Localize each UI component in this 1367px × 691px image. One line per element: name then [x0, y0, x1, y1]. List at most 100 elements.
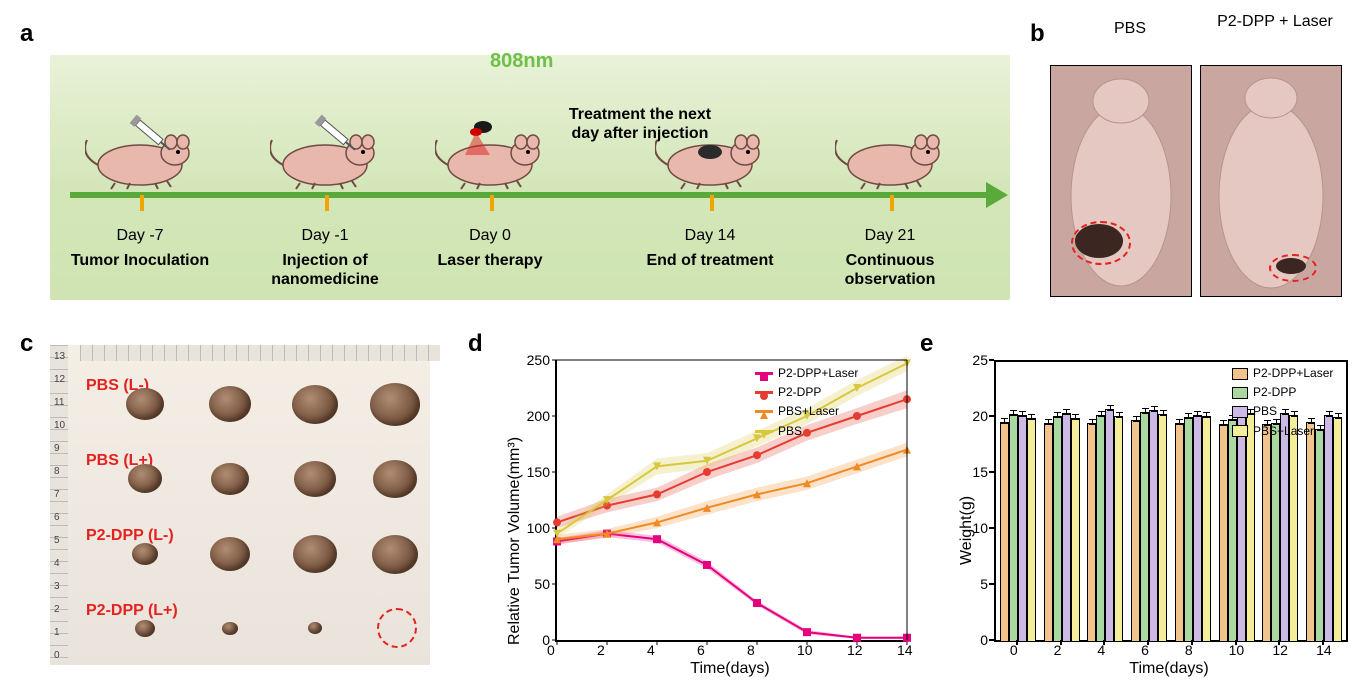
- x-tick: 10: [797, 642, 813, 658]
- timeline-day: Day -7: [70, 227, 210, 245]
- y-tick-mark: [989, 471, 994, 473]
- y-tick: 50: [522, 576, 550, 592]
- panel-c-photo: PBS (L-)PBS (L+)P2-DPP (L-)P2-DPP (L+) 1…: [50, 345, 430, 665]
- y-tick: 0: [966, 632, 988, 648]
- x-tick: 10: [1229, 642, 1245, 658]
- excised-tumor: [126, 388, 164, 420]
- x-tick: 6: [1141, 642, 1149, 658]
- legend-label: PBS+Laser: [778, 402, 839, 421]
- y-tick-mark: [989, 527, 994, 529]
- tumor-row-label: P2-DPP (L-): [86, 527, 174, 545]
- ruler-number: 9: [54, 443, 60, 454]
- ruler-number: 6: [54, 512, 60, 523]
- panel-label-a: a: [20, 20, 33, 48]
- y-tick: 200: [522, 408, 550, 424]
- x-tick: 4: [1097, 642, 1105, 658]
- ruler-number: 10: [54, 420, 65, 431]
- y-tick-mark: [989, 639, 994, 641]
- panel-b-header-0: PBS: [1060, 20, 1200, 38]
- ruler-number: 5: [54, 535, 60, 546]
- ruler-number: 11: [54, 397, 64, 408]
- legend-label: P2-DPP+Laser: [778, 364, 858, 383]
- mouse-icon: [835, 115, 945, 190]
- excised-tumor: [370, 383, 420, 426]
- ruler-number: 8: [54, 466, 60, 477]
- panel-label-d: d: [468, 330, 483, 358]
- panel-label-e: e: [920, 330, 933, 358]
- x-tick: 2: [597, 642, 605, 658]
- x-tick: 14: [1316, 642, 1332, 658]
- tumor-outline-treated: [1269, 254, 1317, 282]
- timeline-background: 808nm Treatment the next day after injec…: [50, 55, 1010, 300]
- timeline-event: Laser therapy: [420, 251, 560, 270]
- legend-label: PBS: [778, 422, 802, 441]
- panel-d-chart: Relative Tumor Volume(mm³) 0501001502002…: [500, 350, 900, 680]
- ruler-number: 0: [54, 650, 60, 661]
- excised-tumor: [135, 620, 155, 637]
- timeline-day: Day 21: [820, 227, 960, 245]
- y-tick: 10: [966, 520, 988, 536]
- x-tick: 6: [697, 642, 705, 658]
- y-tick: 15: [966, 464, 988, 480]
- y-tick-mark: [989, 415, 994, 417]
- legend-item: P2-DPP: [755, 383, 858, 402]
- panel-e-chart: Weight(g) 051015202502468101214 Time(day…: [952, 350, 1352, 680]
- x-tick: 8: [1185, 642, 1193, 658]
- y-tick: 100: [522, 520, 550, 536]
- timeline-tick: [140, 195, 144, 211]
- tumor-row: PBS (L+): [84, 450, 434, 520]
- legend-label: PBS: [1253, 402, 1277, 421]
- x-tick: 4: [647, 642, 655, 658]
- y-tick-mark: [989, 359, 994, 361]
- timeline-step-label: Day 21 Continuous observation: [820, 227, 960, 289]
- legend-item: P2-DPP: [1232, 383, 1333, 402]
- ruler-number: 3: [54, 581, 60, 592]
- excised-tumor: [132, 543, 158, 565]
- ruler-number: 12: [54, 374, 65, 385]
- y-tick: 25: [966, 352, 988, 368]
- legend-label: PBS+Laser: [1253, 422, 1314, 441]
- legend-item: PBS: [755, 422, 858, 441]
- x-tick: 12: [1272, 642, 1288, 658]
- excised-tumor: [372, 535, 418, 574]
- excised-tumor: [373, 460, 417, 497]
- mouse-icon: [85, 115, 195, 190]
- timeline-event: Continuous observation: [820, 251, 960, 289]
- legend-item: P2-DPP+Laser: [755, 364, 858, 383]
- ruler-number: 4: [54, 558, 60, 569]
- excised-tumor: [211, 463, 249, 495]
- legend-item: PBS: [1232, 402, 1333, 421]
- x-tick: 0: [1010, 642, 1018, 658]
- x-tick: 14: [897, 642, 913, 658]
- ruler-number: 7: [54, 489, 60, 500]
- ruler-left: [50, 345, 68, 665]
- y-tick: 250: [522, 352, 550, 368]
- y-tick: 20: [966, 408, 988, 424]
- y-tick-mark: [989, 583, 994, 585]
- excised-tumor: [292, 385, 338, 424]
- excised-tumor: [128, 464, 162, 493]
- legend-label: P2-DPP: [1253, 383, 1296, 402]
- legend-item: PBS+Laser: [1232, 422, 1333, 441]
- panel-label-c: c: [20, 330, 33, 358]
- legend-item: P2-DPP+Laser: [1232, 364, 1333, 383]
- timeline-tick: [325, 195, 329, 211]
- x-tick: 0: [547, 642, 555, 658]
- x-tick: 2: [1054, 642, 1062, 658]
- y-tick: 0: [522, 632, 550, 648]
- panel-b-photos: PBS P2-DPP + Laser: [1030, 20, 1340, 300]
- timeline-day: Day -1: [255, 227, 395, 245]
- panel-e-xlabel: Time(days): [994, 660, 1344, 678]
- mouse-photo-treated: [1200, 65, 1342, 297]
- panel-d-legend: P2-DPP+LaserP2-DPPPBS+LaserPBS: [755, 364, 858, 441]
- mouse-icon: [435, 115, 545, 190]
- timeline-tick: [890, 195, 894, 211]
- tumor-row: PBS (L-): [84, 375, 434, 445]
- timeline-event: Tumor Inoculation: [70, 251, 210, 270]
- mouse-icon: [270, 115, 380, 190]
- excised-tumor: [308, 622, 322, 634]
- tumor-row: P2-DPP (L+): [84, 600, 434, 670]
- excised-tumor: [293, 535, 337, 572]
- mouse-drawing-pbs: [1051, 66, 1191, 296]
- tumor-row-label: P2-DPP (L+): [86, 602, 178, 620]
